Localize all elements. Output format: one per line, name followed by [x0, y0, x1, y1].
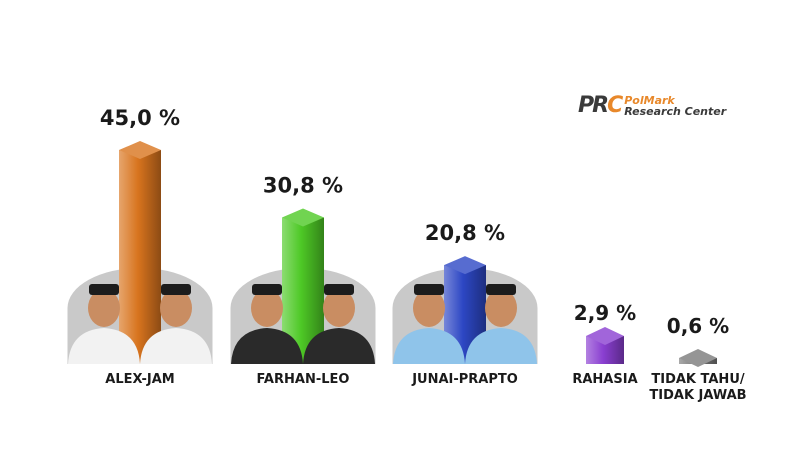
candidate-face [88, 289, 120, 327]
bar-top-face [444, 256, 486, 275]
logo-line-2: Research Center [624, 104, 727, 118]
candidate-body [68, 328, 140, 364]
candidate-body [393, 328, 465, 364]
bar-front-face [119, 150, 161, 364]
data-label: 30,8 % [263, 174, 343, 198]
candidate-face [323, 289, 355, 327]
candidate-cap [161, 284, 191, 295]
bar-4 [586, 327, 624, 364]
candidate-body [303, 328, 375, 364]
candidate-figure [465, 284, 537, 364]
candidate-figure [303, 284, 375, 364]
data-label: 20,8 % [425, 221, 505, 245]
bar-top-face [282, 208, 324, 227]
data-label: 0,6 % [667, 314, 729, 338]
candidate-figure [68, 284, 140, 364]
logo-line-1: PolMark [624, 93, 675, 107]
candidate-cap [486, 284, 516, 295]
category-label: ALEX-JAM [105, 372, 174, 387]
candidate-cap [252, 284, 282, 295]
candidate-figure [231, 284, 303, 364]
data-label: 45,0 % [100, 106, 180, 130]
candidate-body [465, 328, 537, 364]
bar-top-face [586, 327, 624, 345]
candidate-figure [393, 284, 465, 364]
category-label: TIDAK JAWAB [649, 388, 746, 403]
bar-top-face [679, 349, 717, 367]
candidate-cap [89, 284, 119, 295]
data-label: 2,9 % [574, 301, 636, 325]
candidate-face [485, 289, 517, 327]
candidate-figure [140, 284, 212, 364]
bar-top-face [119, 141, 161, 159]
candidate-body [231, 328, 303, 364]
prc-logo-mark: PRC [578, 93, 623, 118]
category-label: FARHAN-LEO [257, 372, 350, 387]
category-label: TIDAK TAHU/ [651, 372, 745, 387]
category-label: RAHASIA [572, 372, 637, 387]
bar-1 [119, 141, 161, 364]
candidate-cap [324, 284, 354, 295]
candidate-face [413, 289, 445, 327]
bar-5 [679, 349, 717, 367]
candidate-cap [414, 284, 444, 295]
polmark-logo: PRC PolMark Research Center [578, 93, 726, 118]
candidate-face [160, 289, 192, 327]
category-label: JUNAI-PRAPTO [411, 372, 518, 387]
candidate-body [140, 328, 212, 364]
candidate-face [251, 289, 283, 327]
